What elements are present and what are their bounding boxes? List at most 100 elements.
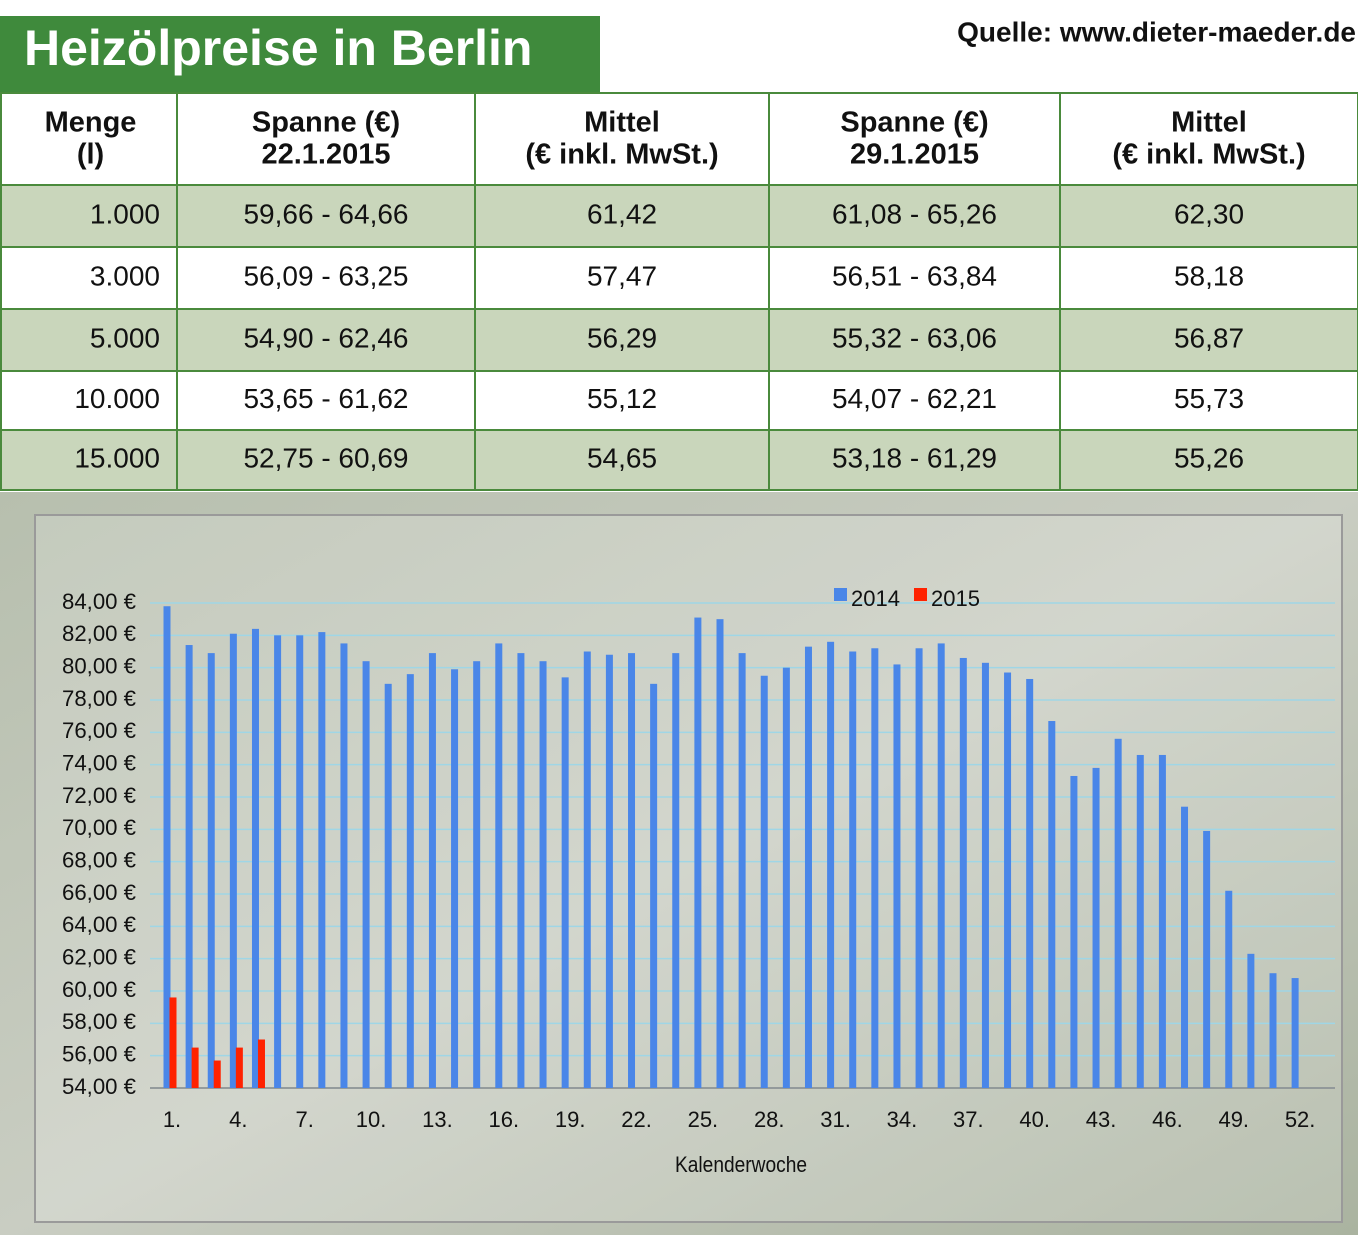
bar xyxy=(650,683,658,1088)
bar xyxy=(583,651,591,1088)
bar xyxy=(191,1047,199,1088)
table-row-bg xyxy=(0,371,1358,430)
legend-swatch xyxy=(914,588,927,601)
table-cell: 55,12 xyxy=(587,383,657,414)
table-header: 22.1.2015 xyxy=(261,139,390,171)
x-tick-label: 28. xyxy=(754,1107,785,1132)
bar xyxy=(981,662,989,1088)
bar xyxy=(694,617,702,1088)
table-cell: 52,75 - 60,69 xyxy=(243,442,408,473)
legend-swatch xyxy=(834,588,847,601)
table-cell: 58,18 xyxy=(1174,260,1244,291)
table-header: (l) xyxy=(77,139,104,171)
bar xyxy=(1247,953,1255,1088)
bar xyxy=(871,648,879,1088)
x-tick-label: 22. xyxy=(621,1107,652,1132)
bar xyxy=(163,606,171,1088)
bar xyxy=(1269,973,1277,1088)
bar xyxy=(340,643,348,1088)
table-header: 29.1.2015 xyxy=(850,139,979,171)
bar xyxy=(937,643,945,1088)
y-tick-label: 76,00 € xyxy=(62,718,136,743)
y-tick-label: 72,00 € xyxy=(62,783,136,808)
bar xyxy=(274,635,282,1088)
bar xyxy=(827,641,835,1088)
table-row-bg xyxy=(0,309,1358,371)
y-tick-label: 56,00 € xyxy=(62,1041,136,1066)
x-tick-label: 49. xyxy=(1218,1107,1249,1132)
table-cell: 1.000 xyxy=(90,198,160,229)
bar xyxy=(257,1039,265,1088)
table-cell: 57,47 xyxy=(587,260,657,291)
x-tick-label: 34. xyxy=(887,1107,918,1132)
bar xyxy=(849,651,857,1088)
x-tick-label: 1. xyxy=(163,1107,181,1132)
table-header: (€ inkl. MwSt.) xyxy=(1112,139,1305,171)
legend-label: 2015 xyxy=(931,586,980,611)
table-header: Spanne (€) xyxy=(252,107,400,139)
bar xyxy=(229,633,237,1088)
table-cell: 54,90 - 62,46 xyxy=(243,322,408,353)
y-tick-label: 58,00 € xyxy=(62,1009,136,1034)
x-tick-label: 25. xyxy=(688,1107,719,1132)
x-tick-label: 10. xyxy=(356,1107,387,1132)
bar xyxy=(760,675,768,1088)
x-tick-label: 46. xyxy=(1152,1107,1183,1132)
bar xyxy=(1203,830,1211,1088)
legend-label: 2014 xyxy=(851,586,900,611)
table-cell: 10.000 xyxy=(74,383,160,414)
x-tick-label: 40. xyxy=(1019,1107,1050,1132)
x-tick-label: 7. xyxy=(296,1107,314,1132)
bar xyxy=(738,653,746,1088)
source: Quelle: www.dieter-maeder.de xyxy=(957,16,1356,47)
table-cell: 56,51 - 63,84 xyxy=(832,260,997,291)
table-cell: 54,65 xyxy=(587,442,657,473)
y-tick-label: 60,00 € xyxy=(62,977,136,1002)
x-tick-label: 19. xyxy=(555,1107,586,1132)
bar xyxy=(1158,754,1166,1088)
table-cell: 56,09 - 63,25 xyxy=(243,260,408,291)
table-cell: 61,42 xyxy=(587,198,657,229)
table-cell: 3.000 xyxy=(90,260,160,291)
bar xyxy=(473,661,481,1088)
y-tick-label: 64,00 € xyxy=(62,912,136,937)
table-cell: 61,08 - 65,26 xyxy=(832,198,997,229)
bar xyxy=(804,646,812,1088)
bar xyxy=(235,1047,243,1088)
x-tick-label: 52. xyxy=(1285,1107,1316,1132)
bar xyxy=(207,653,215,1088)
y-tick-label: 82,00 € xyxy=(62,621,136,646)
y-tick-label: 84,00 € xyxy=(62,589,136,614)
bar xyxy=(628,653,636,1088)
bar xyxy=(185,645,193,1088)
x-tick-label: 4. xyxy=(229,1107,247,1132)
x-tick-label: 43. xyxy=(1086,1107,1117,1132)
y-tick-label: 80,00 € xyxy=(62,653,136,678)
bar xyxy=(561,677,569,1088)
bar xyxy=(406,674,414,1088)
bar xyxy=(1004,672,1012,1088)
bar xyxy=(296,635,304,1088)
x-axis-label: Kalenderwoche xyxy=(675,1152,807,1177)
table-header: Mittel xyxy=(584,107,660,139)
y-tick-label: 62,00 € xyxy=(62,944,136,969)
bar xyxy=(1092,767,1100,1088)
bar xyxy=(1181,806,1189,1088)
table-cell: 15.000 xyxy=(74,442,160,473)
table-header: (€ inkl. MwSt.) xyxy=(525,139,718,171)
title-bar xyxy=(0,16,600,92)
table-cell: 55,73 xyxy=(1174,383,1244,414)
table-cell: 53,65 - 61,62 xyxy=(243,383,408,414)
bar xyxy=(1048,721,1056,1088)
table-cell: 62,30 xyxy=(1174,198,1244,229)
table-row-bg xyxy=(0,247,1358,309)
bar xyxy=(716,619,724,1088)
table-cell: 55,32 - 63,06 xyxy=(832,322,997,353)
table-cell: 56,29 xyxy=(587,322,657,353)
bar xyxy=(782,667,790,1088)
bar xyxy=(251,628,259,1088)
y-tick-label: 78,00 € xyxy=(62,686,136,711)
table-row-bg xyxy=(0,430,1358,490)
y-tick-label: 68,00 € xyxy=(62,847,136,872)
